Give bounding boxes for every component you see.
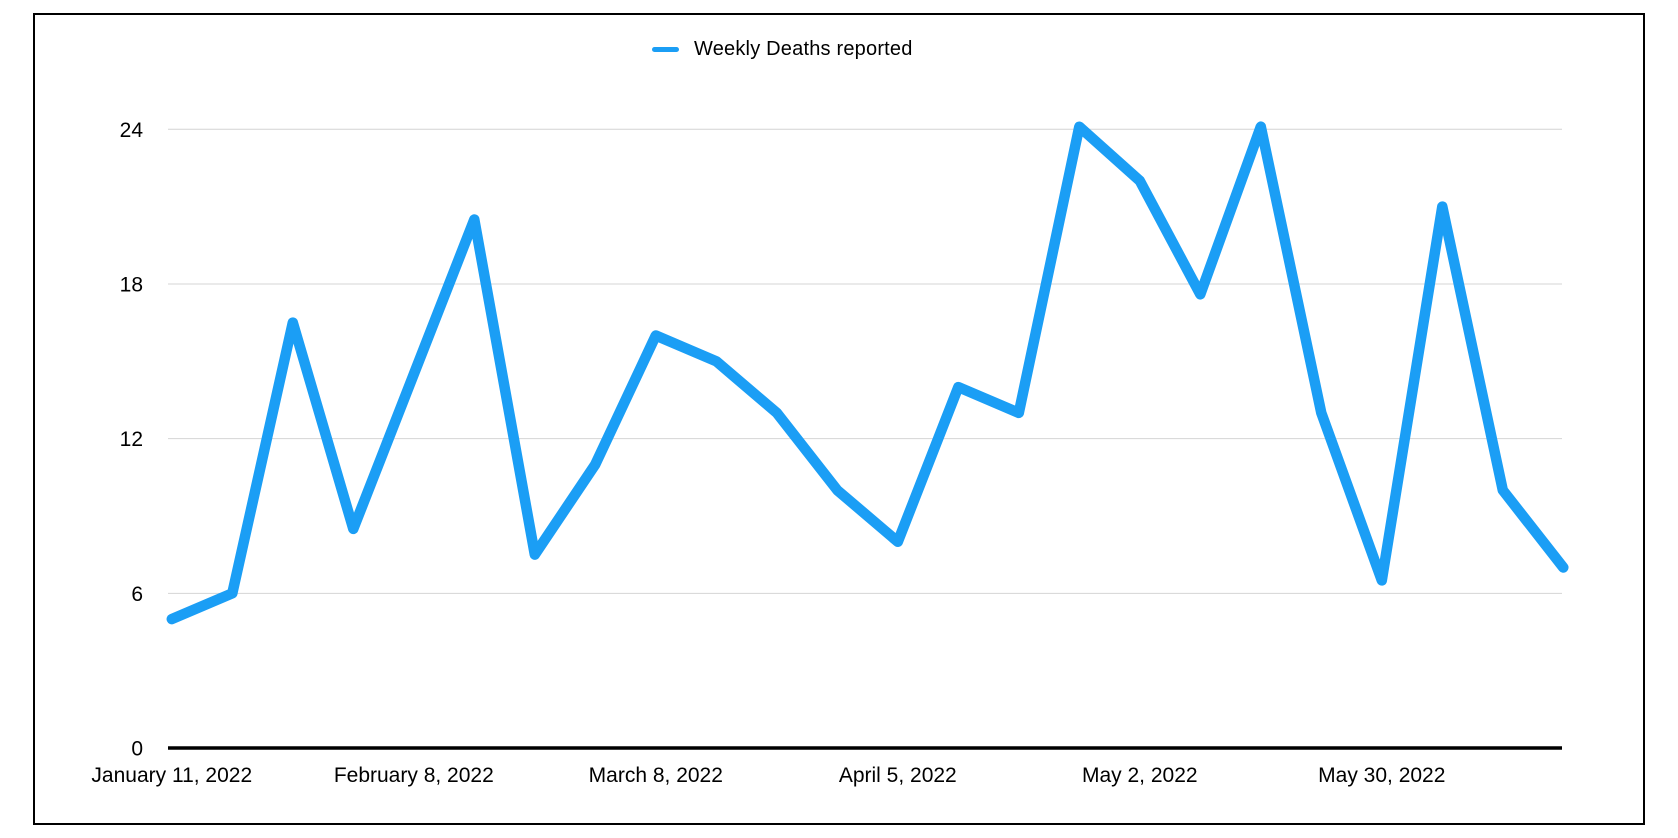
y-tick-label: 12	[120, 428, 143, 451]
legend-series-label: Weekly Deaths reported	[694, 37, 913, 60]
x-axis-tick-labels: January 11, 2022 February 8, 2022 March 8,…	[91, 764, 1445, 787]
y-tick-label: 6	[131, 583, 143, 606]
y-axis-tick-labels: 0 6 12 18 24	[120, 119, 144, 761]
chart-outer-border	[33, 13, 1645, 825]
legend-line-marker-icon	[652, 46, 679, 52]
x-tick-label: February 8, 2022	[334, 764, 494, 787]
x-tick-label: January 11, 2022	[91, 764, 252, 787]
y-tick-label: 24	[120, 119, 144, 142]
y-tick-label: 0	[131, 738, 143, 761]
legend: Weekly Deaths reported	[652, 36, 913, 62]
y-tick-label: 18	[120, 273, 143, 296]
x-tick-label: April 5, 2022	[839, 764, 957, 787]
series-line-weekly-deaths	[166, 121, 1569, 625]
x-tick-label: May 2, 2022	[1082, 764, 1198, 787]
x-tick-label: March 8, 2022	[589, 764, 723, 787]
gridlines	[168, 128, 1562, 750]
x-tick-label: May 30, 2022	[1318, 764, 1445, 787]
